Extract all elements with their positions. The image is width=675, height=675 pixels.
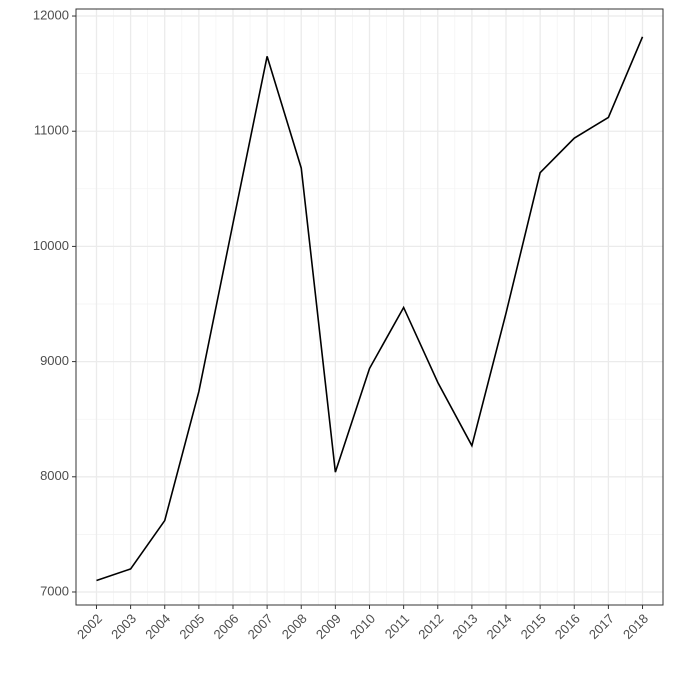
y-tick-label: 12000: [33, 7, 69, 22]
x-tick-label: 2012: [415, 611, 446, 642]
x-tick-label: 2015: [518, 611, 549, 642]
x-tick-label: 2018: [620, 611, 651, 642]
x-tick-label: 2011: [382, 611, 412, 641]
x-tick-label: 2005: [176, 611, 207, 642]
x-tick-label: 2004: [142, 611, 173, 642]
x-tick-label: 2016: [552, 611, 583, 642]
x-tick-label: 2009: [313, 611, 344, 642]
x-tick-label: 2007: [245, 611, 276, 642]
y-tick-label: 11000: [34, 123, 69, 138]
y-tick-label: 7000: [40, 583, 69, 598]
x-tick-label: 2013: [449, 611, 480, 642]
y-tick-label: 10000: [33, 238, 69, 253]
x-tick-label: 2010: [347, 611, 378, 642]
x-tick-label: 2017: [586, 611, 617, 642]
x-tick-label: 2008: [279, 611, 310, 642]
panel-border: [75, 8, 664, 606]
x-tick-label: 2014: [484, 611, 515, 642]
y-tick-label: 8000: [40, 468, 69, 483]
x-tick-label: 2003: [108, 611, 139, 642]
x-tick-label: 2002: [74, 611, 105, 642]
x-tick-label: 2006: [210, 611, 241, 642]
line: [96, 36, 644, 582]
y-tick-label: 9000: [40, 353, 69, 368]
